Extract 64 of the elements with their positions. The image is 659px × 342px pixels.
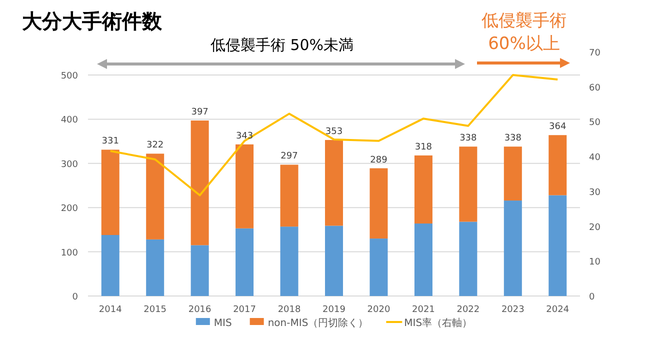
bar bbox=[190, 120, 209, 246]
y2-tick-label: 20 bbox=[589, 222, 601, 233]
x-tick-label: 2021 bbox=[412, 305, 435, 315]
bar bbox=[548, 135, 567, 196]
x-tick-label: 2018 bbox=[278, 305, 301, 315]
bar bbox=[280, 164, 298, 227]
y-tick-label: 300 bbox=[60, 160, 78, 170]
bar bbox=[146, 154, 164, 240]
total-label: 364 bbox=[549, 122, 566, 132]
bar bbox=[548, 195, 567, 296]
y-tick-label: 500 bbox=[60, 72, 78, 82]
y2-tick-label: 60 bbox=[589, 83, 601, 94]
bar bbox=[101, 235, 120, 296]
total-label: 397 bbox=[191, 108, 208, 118]
bar bbox=[414, 224, 432, 296]
y2-tick-label: 30 bbox=[589, 188, 601, 198]
x-tick-label: 2016 bbox=[188, 305, 212, 315]
legend-label: non-MIS（円切除く） bbox=[268, 317, 368, 329]
x-tick-label: 2014 bbox=[98, 305, 122, 315]
total-label: 343 bbox=[236, 131, 254, 142]
total-label: 353 bbox=[325, 126, 343, 137]
bar bbox=[101, 150, 120, 236]
y-tick-label: 400 bbox=[60, 116, 78, 126]
x-tick-label: 2017 bbox=[233, 305, 256, 315]
bar bbox=[414, 155, 432, 224]
x-tick-label: 2024 bbox=[546, 305, 570, 315]
y2-tick-label: 40 bbox=[589, 153, 601, 164]
bar bbox=[370, 238, 388, 296]
total-label: 289 bbox=[370, 155, 388, 166]
text: 低侵襲手術 50%未満 bbox=[210, 36, 354, 54]
bar bbox=[504, 200, 522, 296]
x-tick-label: 2020 bbox=[367, 305, 390, 315]
x-tick-label: 2022 bbox=[456, 305, 480, 315]
y2-tick-label: 0 bbox=[589, 292, 595, 302]
y-tick-label: 200 bbox=[60, 204, 78, 214]
y2-tick-label: 10 bbox=[589, 258, 601, 268]
y-tick-label: 0 bbox=[72, 292, 78, 302]
bar bbox=[504, 146, 522, 201]
y-tick-label: 100 bbox=[60, 248, 78, 258]
legend-label: MIS率（右軸） bbox=[404, 317, 472, 329]
chart-title: 大分大手術件数 bbox=[22, 9, 163, 33]
bar bbox=[280, 226, 298, 296]
total-label: 338 bbox=[504, 134, 522, 144]
bar bbox=[146, 239, 164, 296]
x-tick-label: 2015 bbox=[144, 305, 167, 315]
bar bbox=[459, 222, 478, 296]
text: 低侵襲手術 60%以上 bbox=[482, 11, 566, 54]
y2-tick-label: 70 bbox=[589, 48, 601, 58]
total-label: 297 bbox=[280, 152, 298, 162]
bar bbox=[459, 146, 478, 222]
bar bbox=[236, 144, 254, 228]
total-label: 331 bbox=[102, 136, 119, 147]
x-tick-label: 2019 bbox=[322, 305, 346, 315]
x-tick-label: 2023 bbox=[501, 305, 524, 315]
bar bbox=[370, 168, 388, 239]
y2-tick-label: 50 bbox=[589, 118, 601, 128]
bar bbox=[325, 140, 343, 226]
bar bbox=[325, 226, 343, 296]
bar bbox=[236, 228, 254, 296]
total-label: 322 bbox=[146, 140, 164, 151]
bar bbox=[190, 245, 209, 296]
total-label: 318 bbox=[414, 142, 432, 152]
total-label: 338 bbox=[460, 134, 478, 144]
legend-label: MIS bbox=[214, 318, 232, 329]
